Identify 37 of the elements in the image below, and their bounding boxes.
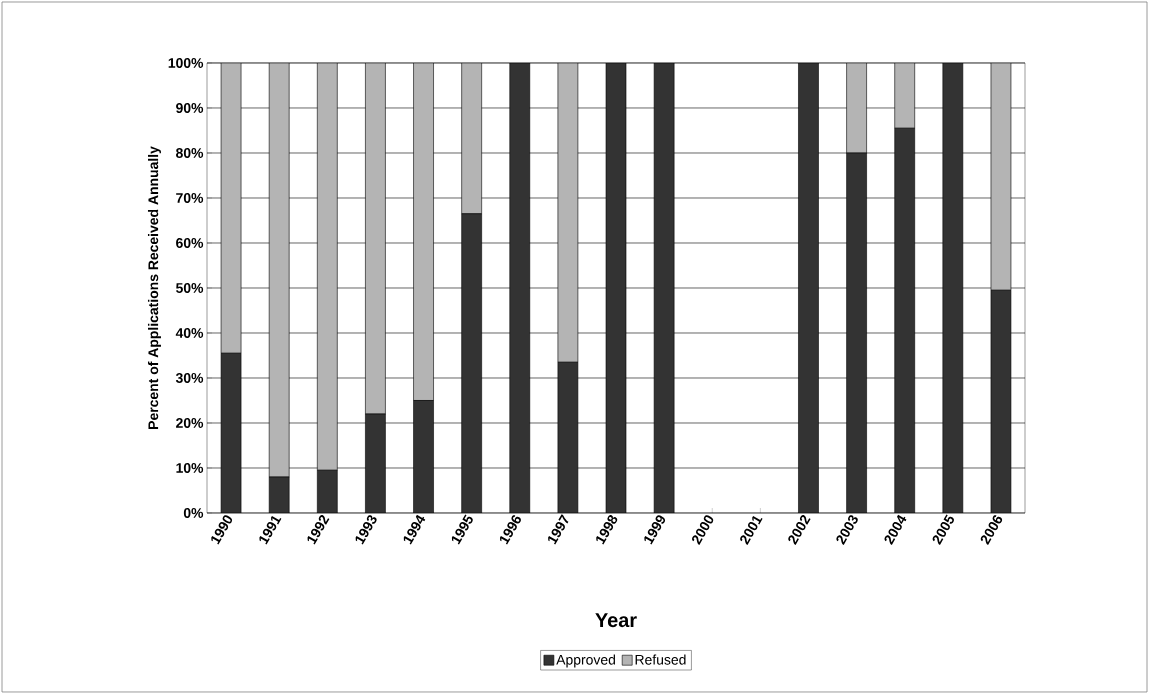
y-tick-label: 40%	[175, 328, 204, 338]
bar	[413, 400, 434, 513]
y-tick-label: 70%	[176, 193, 204, 203]
bar	[605, 62, 627, 513]
bar	[220, 62, 242, 354]
bar	[365, 413, 386, 513]
y-tick-label: 60%	[176, 238, 204, 248]
y-tick-label: 30%	[175, 373, 204, 383]
bar	[653, 62, 675, 513]
bar	[461, 213, 482, 513]
bar	[894, 62, 916, 129]
y-tick-label: 80%	[176, 148, 204, 158]
y-axis-title: Percent of Applications Received Annually	[147, 146, 161, 429]
bar	[557, 62, 579, 363]
bar	[365, 62, 386, 415]
bar	[942, 62, 964, 513]
bar	[990, 62, 1012, 291]
bar	[268, 62, 290, 478]
bar	[317, 469, 338, 513]
y-tick-label: 10%	[176, 463, 204, 473]
bar	[461, 62, 482, 215]
x-axis-title: Year	[595, 613, 637, 628]
legend-label: Refused	[635, 654, 686, 665]
y-tick-label: 20%	[176, 418, 204, 428]
y-tick-label: 50%	[176, 283, 204, 293]
bar	[846, 152, 867, 513]
bar	[509, 62, 531, 513]
legend-label: Approved	[556, 654, 615, 668]
y-tick-label: 90%	[176, 103, 204, 113]
bar	[846, 62, 867, 154]
bar	[798, 62, 819, 513]
y-tick-label: 0%	[183, 508, 204, 518]
bar	[413, 62, 434, 401]
bar	[894, 127, 916, 513]
bar	[317, 62, 338, 471]
bar	[268, 476, 290, 513]
y-tick-label: 100%	[168, 58, 204, 68]
